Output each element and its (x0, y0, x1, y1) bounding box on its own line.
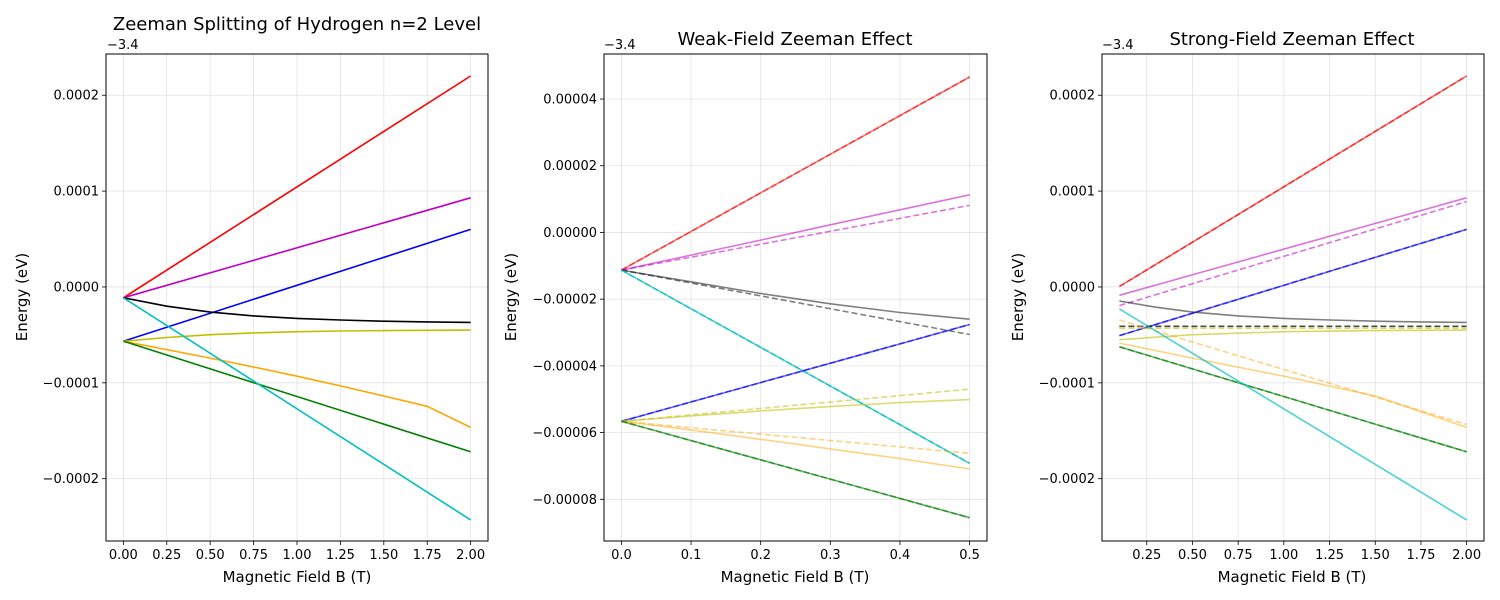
series-line-olive-exact (621, 398, 970, 423)
y-tick-label: 0.00002 (543, 159, 597, 174)
grid (106, 54, 488, 541)
series-line-magenta-exact (1119, 197, 1467, 297)
ticks: 0.00 0.25 0.50 0.75 1.00 1.25 1.50 1.75 2.00 −0.0… (43, 89, 486, 563)
series-line-olive-linear (621, 388, 970, 423)
series-line-blue-linear (621, 323, 970, 423)
x-tick-label: 2.00 (456, 548, 485, 563)
chart-title: Strong-Field Zeeman Effect (1169, 29, 1414, 50)
series-lines (122, 75, 472, 521)
x-tick-label: 0.50 (196, 548, 225, 563)
series-line-blue-approx (1119, 228, 1467, 337)
series-line-green-approx (1119, 346, 1467, 453)
series-line-red (122, 75, 472, 299)
series-lines (1118, 75, 1468, 521)
x-tick-label: 0.5 (959, 548, 980, 563)
y-offset-label: −3.4 (1102, 38, 1134, 53)
series-line-orange-exact (621, 420, 970, 470)
x-tick-label: 0.25 (1132, 548, 1161, 563)
y-tick-label: −0.0002 (1039, 472, 1095, 487)
series-line-magenta-exact (621, 194, 970, 271)
series-line-olive (123, 329, 471, 342)
x-tick-label: 0.50 (1178, 548, 1207, 563)
x-tick-label: 0.3 (820, 548, 841, 563)
x-axis-label: Magnetic Field B (T) (1218, 568, 1367, 586)
grid (1102, 54, 1484, 541)
y-offset-label: −3.4 (107, 38, 139, 53)
plot-frame (603, 53, 988, 542)
series-line-gray-exact (621, 269, 970, 320)
y-tick-label: 0.0001 (54, 185, 100, 200)
x-tick-label: 1.00 (283, 548, 312, 563)
y-tick-label: 0.0000 (54, 280, 100, 295)
y-tick-label: −0.00006 (532, 426, 597, 441)
y-tick-label: 0.0000 (1050, 280, 1096, 295)
panel-strong-field: Strong-Field Zeeman Effect −3.4 0.25 0.50… (1009, 29, 1485, 586)
series-line-blue (123, 228, 471, 342)
x-tick-label: 1.00 (1269, 548, 1298, 563)
series-line-orange-linear (621, 420, 970, 455)
series-line-orange (123, 340, 471, 429)
y-tick-label: −0.00008 (532, 493, 597, 508)
y-tick-label: 0.0002 (54, 89, 100, 104)
x-tick-label: 1.75 (1406, 548, 1435, 563)
series-line-green-linear (621, 420, 970, 519)
x-axis-label: Magnetic Field B (T) (223, 568, 372, 586)
series-line-gray-exact (1119, 300, 1467, 324)
panel-weak-field: Weak-Field Zeeman Effect −3.4 0.0 0.1 0.2 0… (502, 29, 988, 586)
y-axis-label: Energy (eV) (1009, 253, 1027, 341)
ticks: 0.0 0.1 0.2 0.3 0.4 0.5 −0.00008 −0.00006 −0.000… (532, 93, 980, 563)
x-tick-label: 1.50 (369, 548, 398, 563)
series-line-black (123, 297, 471, 324)
y-axis-label: Energy (eV) (502, 253, 520, 341)
x-tick-label: 1.25 (326, 548, 355, 563)
y-tick-label: −0.0001 (1039, 376, 1095, 391)
series-line-red-linear (621, 76, 970, 271)
series-line-olive-exact (1119, 329, 1467, 341)
series-line-cyan-exact (1118, 308, 1468, 521)
y-tick-label: 0.00004 (543, 93, 597, 108)
x-tick-label: 0.75 (1224, 548, 1253, 563)
y-tick-label: 0.00000 (543, 226, 597, 241)
y-tick-label: 0.0002 (1050, 89, 1096, 104)
x-tick-label: 0.0 (611, 548, 632, 563)
series-line-gray-linear (621, 269, 970, 336)
panel-zeeman-splitting: Zeeman Splitting of Hydrogen n=2 Level −… (13, 14, 489, 586)
series-line-magenta-linear (621, 204, 970, 271)
y-tick-label: −0.00004 (532, 359, 597, 374)
y-tick-label: −0.0001 (43, 376, 99, 391)
x-tick-label: 0.4 (890, 548, 911, 563)
series-line-cyan-linear (621, 269, 970, 464)
x-tick-label: 0.2 (750, 548, 771, 563)
series-line-red-approx (1118, 75, 1468, 288)
y-tick-label: 0.0001 (1050, 185, 1096, 200)
x-tick-label: 0.75 (239, 548, 268, 563)
x-tick-label: 2.00 (1452, 548, 1481, 563)
series-line-orange-approx (1119, 319, 1467, 426)
x-tick-label: 1.50 (1361, 548, 1390, 563)
chart-title: Weak-Field Zeeman Effect (677, 29, 912, 50)
ticks: 0.25 0.50 0.75 1.00 1.25 1.50 1.75 2.00 −0.0002 −… (1039, 89, 1482, 563)
series-line-cyan (122, 297, 472, 521)
series-line-magenta-approx (1119, 200, 1467, 307)
x-tick-label: 0.25 (152, 548, 181, 563)
y-tick-label: −0.00002 (532, 293, 597, 308)
y-axis-label: Energy (eV) (13, 253, 31, 341)
y-offset-label: −3.4 (604, 38, 636, 53)
plot-frame (1101, 53, 1485, 542)
x-tick-label: 0.1 (681, 548, 702, 563)
chart-title: Zeeman Splitting of Hydrogen n=2 Level (113, 14, 481, 35)
x-tick-label: 1.25 (1315, 548, 1344, 563)
x-tick-label: 1.75 (413, 548, 442, 563)
series-line-magenta (123, 197, 471, 299)
series-line-green (123, 340, 471, 453)
series-lines (621, 76, 970, 519)
x-axis-label: Magnetic Field B (T) (721, 568, 870, 586)
x-tick-label: 0.00 (109, 548, 138, 563)
y-tick-label: −0.0002 (43, 472, 99, 487)
